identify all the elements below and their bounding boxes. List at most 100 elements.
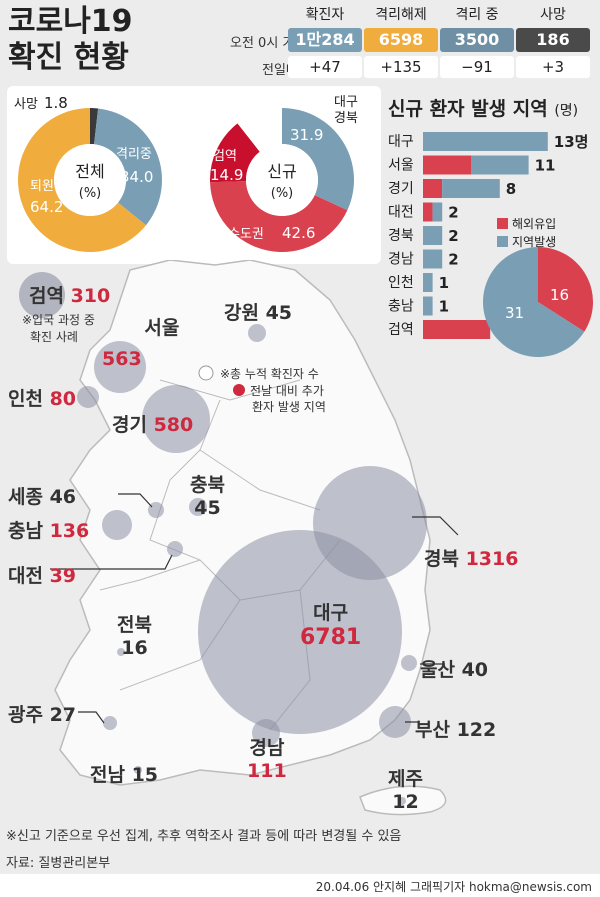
bubble-seoul [94, 341, 146, 393]
region-name: 인천 [8, 388, 50, 410]
stat-value: 3500 [440, 28, 514, 52]
donut-total-value: 34.0 [120, 168, 153, 186]
bubble-daejeon [167, 541, 183, 557]
region-name: 대전 [8, 565, 50, 587]
donut-new-center: 신규 [267, 162, 296, 181]
map-label-sejong: 세종 46 [8, 482, 76, 509]
bubble-ulsan [401, 655, 417, 671]
donut-total-label: 격리중 [116, 147, 152, 162]
map-label-chungbuk: 충북 45 [190, 470, 225, 519]
map-label-quarantine: 검역 310 [29, 281, 110, 308]
stat-delta: +135 [364, 56, 438, 78]
region-value: 15 [131, 764, 159, 786]
bar-local [442, 179, 500, 198]
region-name: 검역 [29, 285, 71, 307]
region-value: 45 [265, 302, 293, 324]
legend-bubble [198, 365, 214, 381]
region-name: 울산 [420, 659, 462, 681]
pie-local-value: 31 [505, 304, 524, 322]
pie-overseas-value: 16 [550, 286, 569, 304]
region-total: 1 [439, 274, 449, 292]
bubble-daegu [198, 530, 402, 734]
credit-bar [0, 874, 600, 897]
region-name: 부산 [415, 719, 457, 741]
region-row: 인천 1 [388, 273, 449, 292]
title-line2: 확진 현황 [8, 40, 129, 75]
region-value: 12 [392, 791, 419, 813]
region-value: 6781 [300, 625, 362, 650]
donut-total-slice [94, 108, 162, 226]
map-label-chungnam: 충남 136 [8, 516, 89, 543]
region-value: 39 [49, 565, 77, 587]
region-name: 경기 [388, 181, 414, 197]
region-value: 122 [456, 719, 497, 741]
stat-delta: −91 [440, 56, 514, 78]
donut-new-hole [246, 144, 318, 216]
quarantine-note: ※입국 과정 중 [22, 313, 95, 327]
region-total: 8 [506, 180, 516, 198]
map-label-gwangju: 광주 27 [8, 700, 76, 727]
region-row: 충남 1 [388, 296, 449, 316]
donut-total-unit: (%) [79, 186, 102, 201]
stat-label: 사망 [540, 7, 566, 23]
bubble-gwangju [103, 716, 117, 730]
donut-total-label: 퇴원 [30, 179, 54, 194]
bubble-sejong [148, 502, 164, 518]
donut-new-label: 경북 [334, 111, 358, 126]
bubble-jeju [398, 797, 406, 805]
stat-value: 1만284 [288, 28, 362, 52]
region-total: 2 [448, 204, 458, 222]
donut-total-slice [17, 108, 147, 252]
region-name: 강원 [224, 302, 266, 324]
map-label-gyeonggi: 경기 580 [112, 410, 193, 437]
stat-label: 격리해제 [375, 7, 427, 23]
donut-total: 전체 (%) 격리중 34.0 퇴원 64.2 사망 1.8 [14, 94, 162, 252]
donut-total-label: 사망 [14, 97, 38, 112]
region-name: 경북 [388, 228, 414, 244]
region-total: 2 [448, 251, 458, 269]
region-value: 45 [194, 497, 221, 519]
title-line1: 코로나19 [8, 4, 133, 39]
bar-overseas [423, 179, 443, 198]
stat-delta: +3 [516, 56, 590, 78]
bar-overseas [423, 155, 471, 175]
map-label-gangwon: 강원 45 [224, 298, 292, 325]
leader-lines-east [78, 516, 459, 724]
bubble-quarantine [19, 272, 65, 318]
bar-local [432, 202, 443, 222]
region-value: 111 [247, 760, 287, 782]
region-name: 충남 [8, 520, 50, 542]
map-label-jeonnam: 전남 15 [90, 760, 158, 787]
region-value: 80 [49, 388, 77, 410]
footer-note: ※신고 기준으로 우선 집계, 추후 역학조사 결과 등에 따라 변경될 수 있… [6, 829, 402, 844]
donut-new-slice [237, 108, 282, 152]
map-label-jeonbuk: 전북 16 [117, 610, 152, 659]
korea-map [19, 260, 459, 816]
region-name: 검역 [388, 322, 414, 338]
region-chart-unit: (명) [554, 103, 579, 119]
region-chart-title: 신규 환자 발생 지역 (명) [388, 94, 578, 121]
donut-total-hole [54, 144, 126, 216]
bubble-jeonbuk [117, 648, 125, 656]
region-name: 경기 [112, 414, 154, 436]
bar-local [423, 273, 433, 292]
stat-label: 확진자 [305, 7, 345, 23]
region-value: 563 [102, 348, 142, 370]
legend-local: 지역발생 [512, 235, 556, 249]
region-row: 서울 11 [388, 155, 555, 175]
region-chart-title-text: 신규 환자 발생 지역 [388, 98, 548, 120]
quarantine-note: 확진 사례 [30, 330, 78, 344]
map-legend-line: ※총 누적 확진자 수 [220, 367, 319, 381]
region-name: 대전 [388, 205, 414, 221]
map-label-seoul: 서울 563 [102, 313, 182, 370]
region-value: 27 [49, 704, 77, 726]
map-label-jeju: 제주 12 [388, 764, 423, 813]
donut-new-value: 42.6 [282, 224, 315, 242]
region-name: 제주 [388, 768, 423, 790]
region-name: 경남 [388, 252, 414, 268]
region-row: 검역7 [388, 320, 507, 339]
region-total: 2 [448, 227, 458, 245]
region-value: 16 [121, 637, 148, 659]
page-title: 코로나19 확진 현황 [8, 4, 133, 76]
